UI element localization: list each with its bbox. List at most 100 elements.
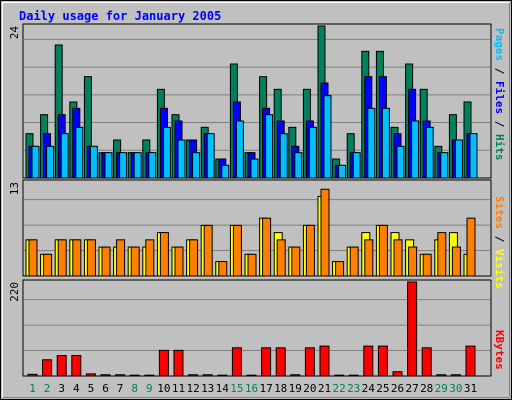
day-label: 16 xyxy=(245,382,258,395)
day-label: 3 xyxy=(58,382,65,395)
kbytes-bar xyxy=(71,354,82,377)
y-max-label-visits-sites: 13 xyxy=(8,182,21,195)
pages-bar xyxy=(469,133,478,179)
kbytes-bar xyxy=(27,373,38,377)
pages-bar xyxy=(177,139,186,179)
sites-bar xyxy=(116,239,126,277)
pages-bar xyxy=(60,133,69,179)
pages-bar xyxy=(323,95,332,179)
y-max-label-kbytes: 220 xyxy=(8,282,21,302)
sites-bar xyxy=(305,224,315,277)
kbytes-bar xyxy=(158,349,169,377)
pages-bar xyxy=(89,145,98,179)
sites-bar xyxy=(57,239,67,277)
kbytes-bar xyxy=(173,349,184,377)
chart-title: Daily usage for January 2005 xyxy=(19,9,222,23)
y-max-label-hits-files-pages: 24 xyxy=(8,26,21,40)
day-label: 9 xyxy=(146,382,153,395)
pages-bar xyxy=(133,152,142,179)
sites-bar xyxy=(232,224,242,277)
pages-bar xyxy=(119,152,128,179)
kbytes-bar xyxy=(407,281,418,377)
kbytes-bar xyxy=(231,347,242,377)
day-label: 27 xyxy=(405,382,418,395)
kbytes-bar xyxy=(319,345,330,377)
sites-bar xyxy=(291,246,301,277)
day-label: 6 xyxy=(102,382,109,395)
day-label: 13 xyxy=(201,382,214,395)
pages-bar xyxy=(352,152,361,179)
sites-bar xyxy=(145,239,155,277)
kbytes-bar xyxy=(290,374,301,377)
sites-bar xyxy=(335,261,345,277)
legend-hits-files-pages: Pages / Files / Hits xyxy=(493,28,506,161)
sites-bar xyxy=(86,239,96,277)
kbytes-bar xyxy=(377,345,388,377)
pages-bar xyxy=(367,107,376,179)
kbytes-bar xyxy=(246,374,257,377)
day-label: 21 xyxy=(318,382,331,395)
kbytes-bar xyxy=(392,371,403,377)
sites-bar xyxy=(72,239,82,277)
pages-bar xyxy=(104,152,113,179)
pages-bar xyxy=(411,120,420,179)
kbytes-bar xyxy=(465,345,476,377)
pages-bar xyxy=(206,133,215,179)
pages-bar xyxy=(454,139,463,179)
day-label: 2 xyxy=(44,382,51,395)
day-label: 24 xyxy=(362,382,376,395)
pages-bar xyxy=(46,145,55,179)
sites-bar xyxy=(466,217,476,277)
kbytes-bar xyxy=(56,354,67,377)
pages-bar xyxy=(148,152,157,179)
legend-kbytes: KBytes xyxy=(493,330,506,370)
day-label: 12 xyxy=(186,382,199,395)
day-label: 8 xyxy=(131,382,138,395)
pages-bar xyxy=(162,126,171,179)
day-label: 29 xyxy=(435,382,448,395)
sites-bar xyxy=(393,239,403,277)
pages-bar xyxy=(338,164,347,179)
day-label: 5 xyxy=(88,382,95,395)
day-label: 26 xyxy=(391,382,404,395)
pages-bar xyxy=(279,133,288,179)
pages-bar xyxy=(31,145,40,179)
day-label: 11 xyxy=(172,382,185,395)
day-label: 18 xyxy=(274,382,287,395)
day-label: 23 xyxy=(347,382,360,395)
kbytes-bar xyxy=(363,345,374,377)
kbytes-bar xyxy=(275,347,286,377)
day-label: 1 xyxy=(29,382,36,395)
sites-bar xyxy=(28,239,38,277)
kbytes-bar xyxy=(129,374,140,377)
panel-kbytes xyxy=(22,279,492,377)
sites-bar xyxy=(189,239,199,277)
sites-bar xyxy=(422,253,432,277)
kbytes-bar xyxy=(144,374,155,377)
day-label: 30 xyxy=(449,382,462,395)
sites-bar xyxy=(101,246,111,277)
sites-bar xyxy=(451,246,461,277)
kbytes-bar xyxy=(188,374,199,377)
pages-bar xyxy=(221,164,230,179)
kbytes-bar xyxy=(261,347,272,377)
sites-bar xyxy=(320,188,330,277)
day-label: 10 xyxy=(157,382,170,395)
kbytes-bar xyxy=(334,374,345,377)
day-label: 17 xyxy=(259,382,272,395)
pages-bar xyxy=(265,114,274,179)
kbytes-bar xyxy=(202,374,213,377)
pages-bar xyxy=(440,152,449,179)
sites-bar xyxy=(276,239,286,277)
kbytes-bar xyxy=(348,374,359,377)
kbytes-bar xyxy=(217,374,228,377)
kbytes-bar xyxy=(42,359,53,377)
pages-bar xyxy=(396,145,405,179)
sites-bar xyxy=(262,217,272,277)
kbytes-bar xyxy=(436,374,447,377)
sites-bar xyxy=(174,246,184,277)
day-label: 14 xyxy=(216,382,230,395)
sites-bar xyxy=(408,246,418,277)
kbytes-bar xyxy=(450,374,461,377)
